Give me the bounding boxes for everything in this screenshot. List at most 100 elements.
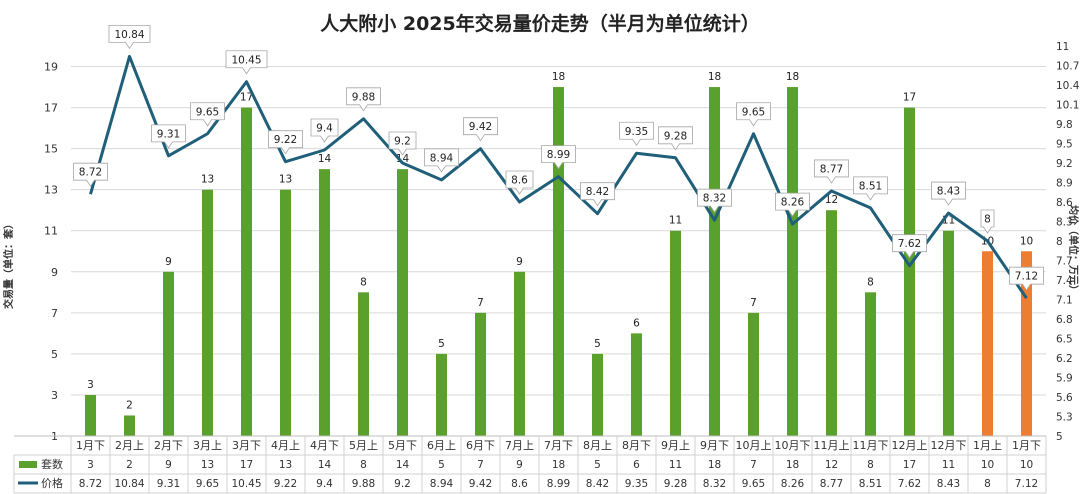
price-line xyxy=(89,54,1028,300)
y-right-tick-label: 10.4 xyxy=(1056,80,1080,92)
bar-data-label: 8 xyxy=(360,276,367,288)
bar xyxy=(85,394,96,436)
price-callout-box xyxy=(346,87,381,112)
bar xyxy=(163,271,174,436)
table-cell-price: 9.88 xyxy=(352,478,375,490)
bar xyxy=(553,87,564,436)
table-cell-count: 11 xyxy=(942,459,955,471)
bar xyxy=(748,312,759,436)
y-right-tick-label: 8 xyxy=(1056,236,1063,248)
x-tick-label: 5月上 xyxy=(349,439,378,452)
table-cell-count: 7 xyxy=(477,459,484,471)
price-callout-text: 10.45 xyxy=(231,54,261,66)
bar xyxy=(358,292,369,436)
bar-data-label: 7 xyxy=(750,297,757,309)
price-data-label: 8 xyxy=(980,209,995,234)
bar xyxy=(826,210,837,436)
price-data-label: 8.99 xyxy=(541,145,576,170)
price-data-label: 9.42 xyxy=(463,117,498,142)
table-cell-count: 14 xyxy=(396,459,410,471)
table-cell-count: 11 xyxy=(669,459,682,471)
table-cell-price: 8.32 xyxy=(703,478,726,490)
price-callout-text: 10.84 xyxy=(114,29,144,41)
x-tick-label: 12月上 xyxy=(892,439,928,452)
x-tick-label: 4月上 xyxy=(271,439,300,452)
table-cell-price: 9.2 xyxy=(394,478,411,490)
legend-bar-swatch xyxy=(19,461,37,468)
table-cell-count: 12 xyxy=(825,459,838,471)
table-cell-count: 13 xyxy=(201,459,214,471)
table-cell-count: 18 xyxy=(708,459,721,471)
y-right-tick-label: 6.2 xyxy=(1056,353,1073,365)
bar-data-label: 9 xyxy=(516,256,523,268)
price-callout-box xyxy=(190,102,225,127)
bar-data-label: 13 xyxy=(201,174,214,186)
bar xyxy=(475,312,486,436)
price-callout-text: 9.2 xyxy=(394,136,411,148)
table-cell-price: 9.65 xyxy=(196,478,219,490)
table-cell-count: 18 xyxy=(552,459,565,471)
price-callout-box xyxy=(658,126,693,151)
x-tick-label: 5月下 xyxy=(388,439,417,452)
table-cell-count: 9 xyxy=(165,459,172,471)
table-cell-count: 10 xyxy=(981,459,994,471)
price-data-label: 9.88 xyxy=(346,87,381,112)
bar-data-label: 7 xyxy=(477,297,484,309)
price-callout-text: 8.77 xyxy=(820,163,843,175)
bar xyxy=(943,230,954,436)
price-callout-text: 8.42 xyxy=(586,186,609,198)
price-callout-box xyxy=(310,118,339,143)
price-data-label: 10.84 xyxy=(108,25,151,50)
price-callout-text: 8.26 xyxy=(781,197,805,209)
table-cell-count: 9 xyxy=(516,459,523,471)
y-right-tick-label: 6.8 xyxy=(1056,314,1073,326)
price-callout-text: 8.99 xyxy=(547,149,570,161)
bar-data-label: 14 xyxy=(396,153,410,165)
table-cell-price: 9.22 xyxy=(274,478,297,490)
price-callout-box xyxy=(108,25,151,50)
price-callout-text: 8.51 xyxy=(859,180,882,192)
x-tick-label: 9月上 xyxy=(661,439,690,452)
bar xyxy=(202,189,213,436)
y-right-tick-label: 9.8 xyxy=(1056,119,1073,131)
y-right-tick-label: 8.9 xyxy=(1056,178,1073,190)
table-cell-count: 18 xyxy=(786,459,799,471)
table-cell-count: 14 xyxy=(318,459,332,471)
price-callout-text: 9.42 xyxy=(469,121,492,133)
x-tick-label: 11月上 xyxy=(814,439,850,452)
data-table: 1月下 3 8.72 2月上 2 10.84 2月下 9 9.31 3月上 13 9.65 3月下 17 1… xyxy=(13,435,1047,494)
y-right-tick-label: 11 xyxy=(1056,41,1069,53)
price-callout-box xyxy=(931,181,966,206)
bar-data-label: 13 xyxy=(279,174,292,186)
x-tick-label: 3月下 xyxy=(232,439,261,452)
x-tick-label: 1月上 xyxy=(973,439,1002,452)
table-cell-price: 7.12 xyxy=(1015,478,1038,490)
y-right-tick-label: 5.3 xyxy=(1056,412,1073,424)
price-callout-box xyxy=(892,234,927,259)
bar-data-label: 14 xyxy=(318,153,332,165)
bar xyxy=(670,230,681,436)
legend-line-label: 价格 xyxy=(41,476,63,490)
line-layer: 8.72 10.84 9.31 9.65 10.45 9.22 9.4 9.88 9.2 8.94… xyxy=(73,25,1044,300)
bar-data-label: 11 xyxy=(669,215,682,227)
price-data-label: 9.4 xyxy=(310,118,339,143)
x-tick-label: 10月下 xyxy=(775,439,811,452)
y-right-tick-label: 6.5 xyxy=(1056,334,1073,346)
y-left-tick-label: 9 xyxy=(51,266,58,279)
price-data-label: 10.45 xyxy=(225,50,268,75)
price-data-label: 9.22 xyxy=(268,130,303,155)
price-callout-text: 7.12 xyxy=(1015,271,1038,283)
table-cell-price: 8.43 xyxy=(937,478,960,490)
table-cell-count: 6 xyxy=(633,459,640,471)
price-data-label: 8.77 xyxy=(814,159,849,184)
y-right-tick-label: 7.7 xyxy=(1056,256,1073,268)
table-cell-price: 8 xyxy=(984,478,991,490)
price-callout-text: 9.65 xyxy=(742,106,765,118)
price-callout-box xyxy=(1009,266,1044,291)
x-tick-label: 10月上 xyxy=(736,439,772,452)
x-tick-label: 1月下 xyxy=(76,439,105,452)
bar xyxy=(787,87,798,436)
bar xyxy=(865,292,876,436)
price-callout-box xyxy=(775,192,810,217)
bar-data-label: 6 xyxy=(633,317,640,329)
